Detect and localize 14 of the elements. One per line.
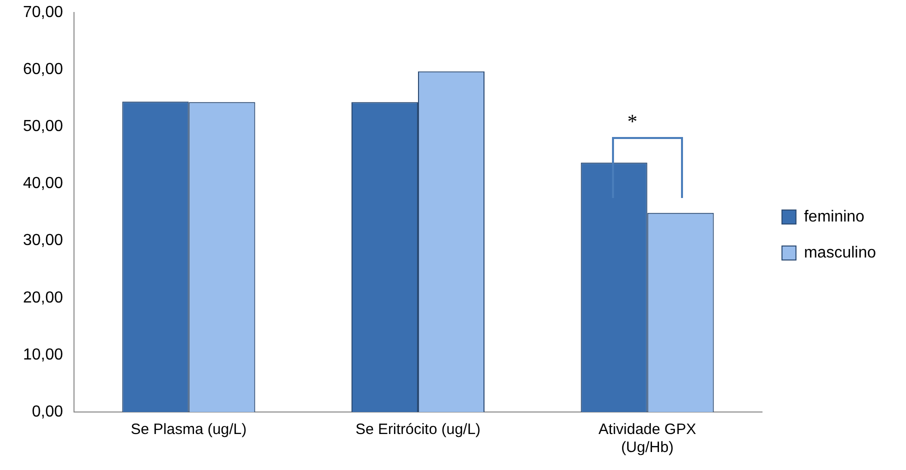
annotation: * (627, 110, 638, 134)
y-tick-label: 20,00 (22, 289, 64, 306)
x-tick-label: Se Eritrócito (ug/L) (355, 421, 481, 438)
x-tick-label: Atividade GPX (Ug/Hb) (598, 421, 696, 456)
y-tick-label: 30,00 (22, 232, 64, 250)
legend-label: masculino (804, 244, 876, 262)
y-tick-label: 0,00 (32, 403, 64, 420)
y-tick-label: 60,00 (22, 61, 64, 78)
y-tick-label: 10,00 (22, 346, 64, 364)
y-tick-label: 40,00 (22, 175, 64, 192)
legend-label: feminino (804, 208, 865, 226)
x-tick-label: Se Plasma (ug/L) (130, 421, 247, 438)
y-tick-label: 70,00 (22, 4, 64, 22)
y-tick-label: 50,00 (22, 118, 64, 136)
